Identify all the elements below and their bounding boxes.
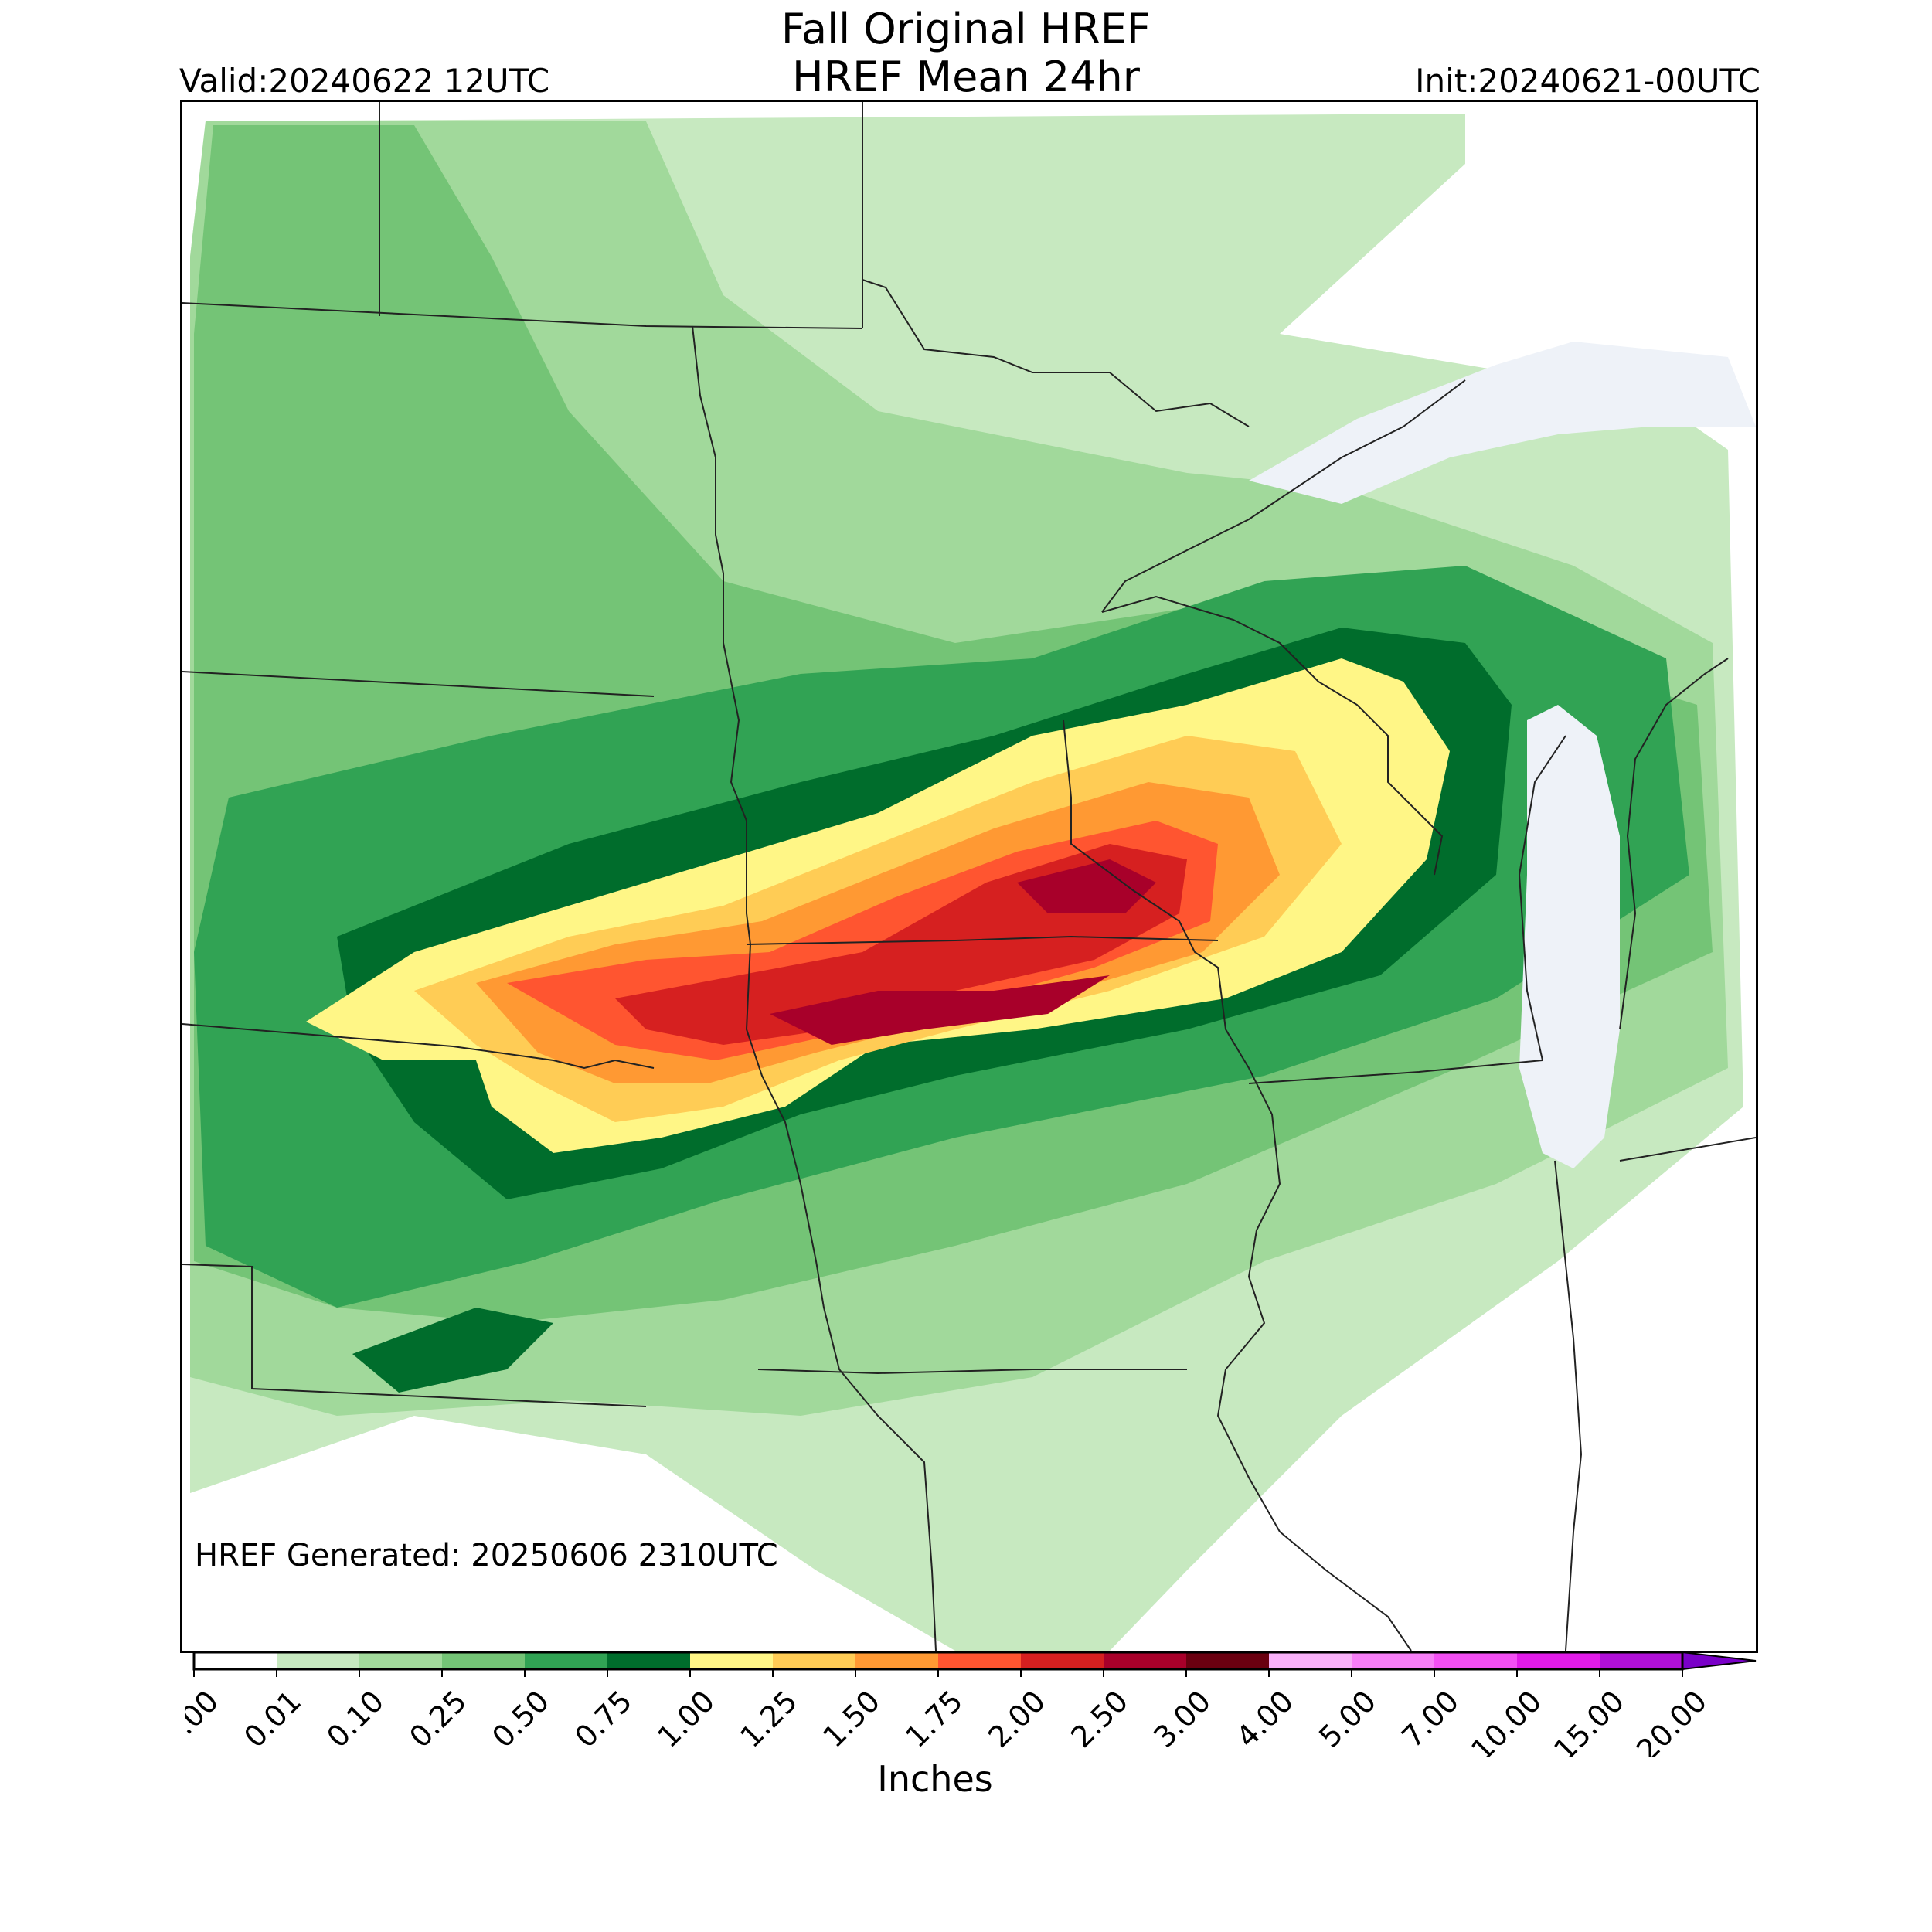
colorbar-tick-label: 5.00 — [1312, 1684, 1383, 1754]
colorbar-bin-1.25 — [773, 1652, 855, 1669]
colorbar-tick-label: 0.50 — [485, 1684, 556, 1754]
colorbar-bin-10.00 — [1517, 1652, 1600, 1669]
border-ne-ks — [182, 1264, 647, 1407]
colorbar-bin-3.00 — [1186, 1652, 1269, 1669]
colorbar-bin-0.25 — [442, 1652, 525, 1669]
precip-field-2.50 — [770, 859, 1156, 1045]
colorbar-bin-2.00 — [1021, 1652, 1104, 1669]
colorbar-bin-2.50 — [1104, 1652, 1186, 1669]
border-sd-ne — [182, 1023, 655, 1070]
colorbar-bin-7.00 — [1434, 1652, 1517, 1669]
colorbar-extend-arrow — [1682, 1651, 1757, 1671]
colorbar-tick-label: 0.00 — [185, 1684, 225, 1754]
great-lakes — [1249, 342, 1756, 1168]
init-time-label: Init:20240621-00UTC — [1415, 62, 1760, 100]
colorbar-tick-label: 1.75 — [899, 1684, 969, 1754]
state-borders — [182, 102, 1756, 1651]
colorbar-bin-15.00 — [1600, 1652, 1682, 1669]
colorbar-bin-0.50 — [525, 1652, 607, 1669]
border-ia-west — [745, 944, 937, 1651]
precipitation-map — [182, 102, 1756, 1651]
colorbar-tick-label: 1.00 — [651, 1684, 721, 1754]
colorbar-bin-5.00 — [1352, 1652, 1434, 1669]
border-il-in — [1554, 1160, 1583, 1651]
border-wi-mi — [1101, 595, 1444, 876]
generated-timestamp: HREF Generated: 20250606 2310UTC — [195, 1538, 778, 1573]
colorbar-bin-0.75 — [607, 1652, 690, 1669]
shore-michigan-west — [1518, 735, 1566, 1061]
shore-michigan-east — [1619, 658, 1729, 1030]
colorbar-tick-label: 4.00 — [1230, 1684, 1300, 1754]
border-mn-west — [692, 325, 751, 945]
chart-title-line2: HREF Mean 24hr — [792, 53, 1140, 101]
map-panel — [180, 100, 1758, 1653]
shore-superior — [1101, 379, 1466, 613]
colorbar-tick-label: 0.25 — [403, 1684, 473, 1754]
border-mn-canada — [862, 279, 1250, 427]
border-ia-il — [1216, 1067, 1412, 1651]
colorbar-tick-label: 1.25 — [733, 1684, 804, 1754]
lake-michigan — [1519, 705, 1620, 1168]
colorbar-tick-label: 1.50 — [816, 1684, 886, 1754]
colorbar-tick-label: 2.00 — [981, 1684, 1052, 1754]
colorbar-bin-1.50 — [855, 1652, 938, 1669]
colorbar-tick-label: 10.00 — [1464, 1684, 1548, 1757]
colorbar-label: Inches — [877, 1758, 993, 1800]
border-mn-ia — [746, 935, 1219, 945]
lake-superior — [1249, 342, 1756, 504]
colorbar-bin-0.01 — [277, 1652, 359, 1669]
border-nd-sd — [182, 671, 655, 697]
colorbar-tick-label: 0.75 — [568, 1684, 638, 1754]
colorbar-bin-0.00 — [194, 1652, 277, 1669]
colorbar-tick-label: 7.00 — [1395, 1684, 1465, 1754]
colorbar: 0.00 0.01 0.10 0.25 0.50 0.75 1.00 1.25 1.50 1.75… — [185, 1651, 1757, 1757]
colorbar-bin-4.00 — [1269, 1652, 1352, 1669]
border-mt-nd — [182, 302, 863, 329]
colorbar-bin-0.10 — [359, 1652, 442, 1669]
colorbar-tick-label: 2.50 — [1064, 1684, 1134, 1754]
chart-title-line1: Fall Original HREF — [781, 5, 1151, 53]
colorbar-tick-label: 3.00 — [1147, 1684, 1217, 1754]
border-wi-mn — [1063, 719, 1250, 1069]
colorbar-tick-label: 0.01 — [237, 1684, 308, 1754]
colorbar-bin-1.75 — [938, 1652, 1021, 1669]
colorbar-bin-1.00 — [690, 1652, 773, 1669]
border-ia-mo — [757, 1369, 1187, 1375]
colorbar-tick-label: 0.10 — [320, 1684, 390, 1754]
border-wi-il — [1248, 1060, 1543, 1084]
colorbar-tick-label: 20.00 — [1630, 1684, 1713, 1757]
colorbar-tick-label: 15.00 — [1547, 1684, 1631, 1757]
border-in-oh — [1619, 1137, 1756, 1162]
valid-time-label: Valid:20240622 12UTC — [179, 62, 550, 100]
